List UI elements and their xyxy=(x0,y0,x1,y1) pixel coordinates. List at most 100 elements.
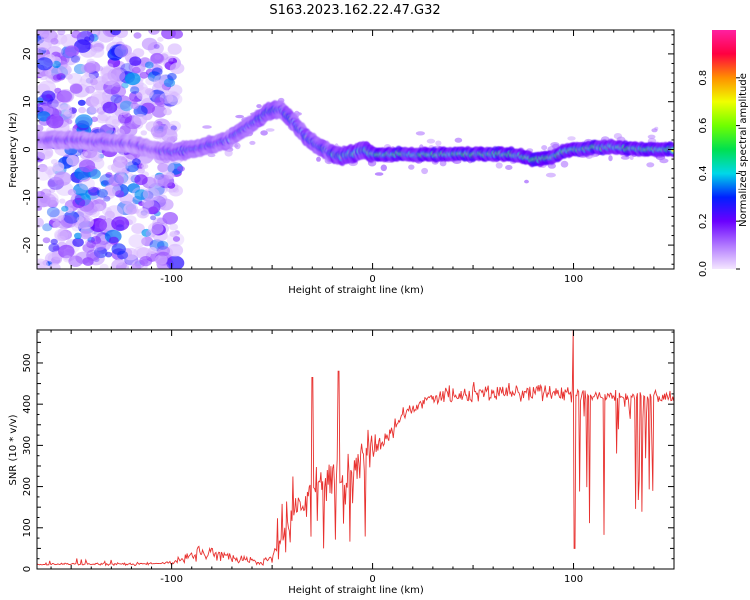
noise-cell xyxy=(102,101,118,114)
y-tick-label: 100 xyxy=(22,518,33,537)
noise-cell xyxy=(111,216,130,231)
noise-cell xyxy=(78,78,87,85)
noise-cell xyxy=(71,30,82,39)
noise-cell xyxy=(108,174,124,187)
noise-cell xyxy=(77,99,86,106)
noise-cell xyxy=(131,223,145,234)
noise-cell xyxy=(90,236,102,245)
noise-cell xyxy=(97,188,108,198)
noise-cell xyxy=(120,44,128,50)
spectrogram-y-label: Frequency (Hz) xyxy=(8,112,19,188)
noise-cell xyxy=(50,159,58,165)
noise-cell xyxy=(111,36,123,45)
noise-cell xyxy=(157,194,168,203)
noise-cell xyxy=(147,222,164,235)
noise-cell xyxy=(408,164,415,170)
noise-cell xyxy=(129,56,142,66)
noise-cell xyxy=(154,54,162,60)
noise-cell xyxy=(110,30,121,36)
noise-cell xyxy=(233,144,239,148)
noise-cell xyxy=(435,140,442,146)
noise-cell xyxy=(79,159,96,173)
noise-cell xyxy=(158,198,174,211)
noise-cell xyxy=(132,66,141,74)
noise-cell xyxy=(235,114,244,119)
noise-cell xyxy=(53,171,72,186)
noise-cell xyxy=(156,263,170,269)
noise-cell xyxy=(111,243,126,255)
noise-cell xyxy=(646,162,655,168)
noise-cell xyxy=(156,245,170,257)
noise-cell xyxy=(37,166,52,181)
noise-cell xyxy=(157,240,169,250)
noise-cell xyxy=(73,63,87,75)
noise-cell xyxy=(52,109,62,117)
noise-cell xyxy=(52,221,61,229)
noise-cell xyxy=(37,57,53,71)
noise-cell xyxy=(98,215,107,222)
noise-cell xyxy=(167,243,184,257)
noise-cell xyxy=(117,117,126,124)
noise-cell xyxy=(141,236,154,247)
noise-cell xyxy=(106,205,124,220)
noise-cell xyxy=(159,53,169,61)
y-tick-label: 10 xyxy=(22,95,33,108)
noise-cell xyxy=(139,71,149,79)
noise-cell xyxy=(140,130,148,136)
noise-cell xyxy=(97,110,111,122)
noise-cell xyxy=(44,166,56,176)
noise-cell xyxy=(100,180,109,187)
noise-cell xyxy=(141,37,158,51)
noise-cell xyxy=(154,254,168,265)
noise-cell xyxy=(67,189,77,196)
noise-cell xyxy=(75,114,93,129)
noise-cell xyxy=(148,30,160,35)
noise-cell xyxy=(80,230,92,240)
noise-cell xyxy=(260,130,268,136)
snr-x-label: Height of straight line (km) xyxy=(288,585,424,596)
noise-cell xyxy=(567,136,576,141)
noise-cell xyxy=(151,105,167,118)
noise-cell xyxy=(163,78,176,88)
noise-cell xyxy=(99,263,109,269)
colorbar-label: Normalized spectral amplitude xyxy=(738,73,749,227)
noise-cell xyxy=(43,188,51,195)
spectrogram-y-ticks: -20 -10 0 10 20 xyxy=(22,34,674,265)
noise-cell xyxy=(52,74,61,81)
noise-cell xyxy=(56,90,72,103)
y-tick-label: 400 xyxy=(22,395,33,414)
noise-cell xyxy=(108,236,119,245)
noise-cell xyxy=(103,179,111,186)
noise-cell xyxy=(88,186,100,196)
noise-cell xyxy=(176,165,185,172)
colorbar-gradient xyxy=(712,30,736,269)
noise-cell xyxy=(142,187,160,201)
noise-cell xyxy=(50,38,59,45)
noise-cell xyxy=(106,63,114,70)
noise-cell xyxy=(124,72,141,86)
snr-series-line xyxy=(37,330,674,567)
noise-cell xyxy=(37,217,44,228)
noise-cell xyxy=(168,84,183,96)
colorbar-tick-label: 0.8 xyxy=(698,70,709,86)
noise-cell xyxy=(89,105,99,114)
spectrogram-ridge xyxy=(37,100,674,168)
noise-cell xyxy=(163,108,172,116)
noise-cell xyxy=(90,46,105,58)
snr-y-ticks: 0 100 200 300 400 500 xyxy=(22,331,674,572)
noise-cell xyxy=(162,212,178,225)
noise-cell xyxy=(66,155,80,166)
noise-cell xyxy=(63,109,73,117)
noise-cell xyxy=(119,125,131,135)
x-tick-label: 100 xyxy=(564,574,583,585)
noise-cell xyxy=(207,153,216,158)
colorbar-tick-label: 0.6 xyxy=(698,118,709,134)
colorbar: 0.0 0.2 0.4 0.6 0.8 Normalized spectral ampl… xyxy=(698,30,749,277)
noise-cell xyxy=(133,32,142,39)
noise-cell xyxy=(166,255,185,269)
noise-cell xyxy=(167,120,182,132)
noise-cell xyxy=(60,215,77,228)
noise-cell xyxy=(157,163,169,173)
noise-cell xyxy=(126,206,137,215)
